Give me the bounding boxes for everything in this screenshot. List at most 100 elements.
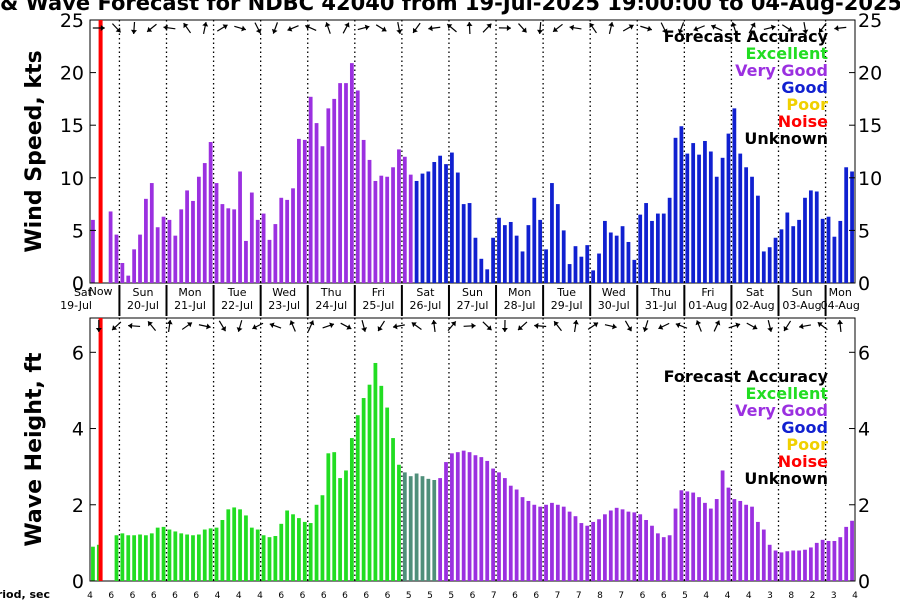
wind-bar xyxy=(814,191,819,283)
wave-bar xyxy=(761,529,766,581)
direction-arrow-icon xyxy=(534,322,547,329)
wind-bar xyxy=(756,195,760,283)
arrow-head xyxy=(255,28,262,34)
wind-bar xyxy=(626,241,631,283)
arrow-head xyxy=(770,24,776,31)
wave-bar xyxy=(620,509,625,581)
direction-arrow-icon xyxy=(340,322,352,330)
wind-bar xyxy=(844,167,849,283)
wind-bar xyxy=(444,164,448,283)
date-label: 24-Jul xyxy=(315,299,347,312)
wave-bar xyxy=(685,491,690,581)
arrow-head xyxy=(714,320,721,326)
period-value: 6 xyxy=(321,591,327,600)
wave-bar xyxy=(703,502,707,581)
wind-bar xyxy=(714,176,719,283)
wind-bar xyxy=(520,251,525,283)
wind-bar xyxy=(632,259,637,283)
y-tick-label: 10 xyxy=(60,168,84,190)
direction-arrow-icon xyxy=(147,320,157,332)
period-value: 4 xyxy=(215,591,221,600)
wind-bar xyxy=(679,126,684,283)
arrow-head xyxy=(128,322,133,329)
arrow-head xyxy=(166,320,173,325)
wave-bar xyxy=(144,535,148,581)
direction-arrow-icon xyxy=(342,22,350,34)
plot-frame-wave xyxy=(89,317,856,582)
direction-arrow-icon xyxy=(587,322,599,330)
arrow-head xyxy=(628,24,634,30)
wave-bar xyxy=(232,507,237,581)
direction-arrow-icon xyxy=(428,25,441,32)
y-tick-label-right: 25 xyxy=(858,10,882,32)
direction-arrow-icon xyxy=(216,24,228,32)
arrow-head xyxy=(396,29,403,34)
wind-bar xyxy=(644,203,648,283)
direction-arrow-icon xyxy=(569,24,582,31)
date-label: 01-Aug xyxy=(688,299,727,312)
wind-bar xyxy=(344,83,348,284)
wave-bar xyxy=(255,529,260,581)
wave-bar xyxy=(126,535,131,581)
wind-bar xyxy=(120,263,125,283)
y-tick-label: 20 xyxy=(60,63,84,85)
wind-bar xyxy=(408,174,413,283)
wind-bar xyxy=(155,227,160,283)
wave-bar xyxy=(697,497,701,581)
direction-arrow-icon xyxy=(236,320,243,332)
direction-arrow-icon xyxy=(783,320,792,332)
wave-bar xyxy=(397,464,401,581)
period-value: 6 xyxy=(108,591,114,600)
wind-bar xyxy=(173,235,178,283)
wave-bar xyxy=(479,457,484,581)
wave-bar xyxy=(573,516,578,581)
legend-item: Very Good xyxy=(735,61,828,80)
date-label: 22-Jul xyxy=(221,299,253,312)
arrow-head xyxy=(361,327,368,332)
wind-bar xyxy=(538,219,543,283)
date-label: 21-Jul xyxy=(174,299,206,312)
direction-arrow-icon xyxy=(466,21,473,35)
period-value: 6 xyxy=(193,591,199,600)
wave-bar xyxy=(349,438,354,581)
period-value: 6 xyxy=(363,591,369,600)
wind-bar xyxy=(673,137,678,283)
arrow-head xyxy=(572,320,579,325)
wind-bar xyxy=(785,212,790,283)
date-label: 19-Jul xyxy=(60,299,92,312)
direction-arrow-icon xyxy=(552,23,563,33)
period-value: 4 xyxy=(746,591,752,600)
wind-bar xyxy=(267,239,272,283)
wave-bar xyxy=(426,478,431,581)
wind-bar xyxy=(655,213,660,283)
wind-bar xyxy=(450,152,454,283)
period-value: 6 xyxy=(533,591,539,600)
wave-bar xyxy=(632,512,637,581)
wind-bar xyxy=(238,171,242,283)
direction-arrow-icon xyxy=(111,23,122,33)
wind-bar xyxy=(591,270,596,283)
wind-bar xyxy=(349,63,354,283)
direction-arrow-icon xyxy=(146,23,157,33)
period-value: 6 xyxy=(300,591,306,600)
arrow-head xyxy=(252,324,258,330)
period-value: 4 xyxy=(236,591,242,600)
arrow-head xyxy=(344,22,350,28)
arrow-head xyxy=(329,322,334,329)
wave-y-axis-label: Wave Height, ft xyxy=(22,352,47,547)
direction-arrow-icon xyxy=(837,319,844,333)
wave-bar xyxy=(585,525,590,581)
wind-bar xyxy=(779,229,784,283)
wave-bar xyxy=(320,495,325,581)
arrow-head xyxy=(112,325,118,331)
arrow-head xyxy=(241,25,246,32)
wave-bar xyxy=(508,485,513,581)
wave-bar xyxy=(208,528,213,581)
arrow-head xyxy=(187,322,193,328)
arrow-head xyxy=(817,322,823,328)
wind-bar xyxy=(791,226,796,283)
direction-arrow-icon xyxy=(728,322,741,329)
wind-bar xyxy=(391,167,395,283)
direction-arrow-icon xyxy=(763,24,776,31)
wind-bar xyxy=(461,204,466,283)
